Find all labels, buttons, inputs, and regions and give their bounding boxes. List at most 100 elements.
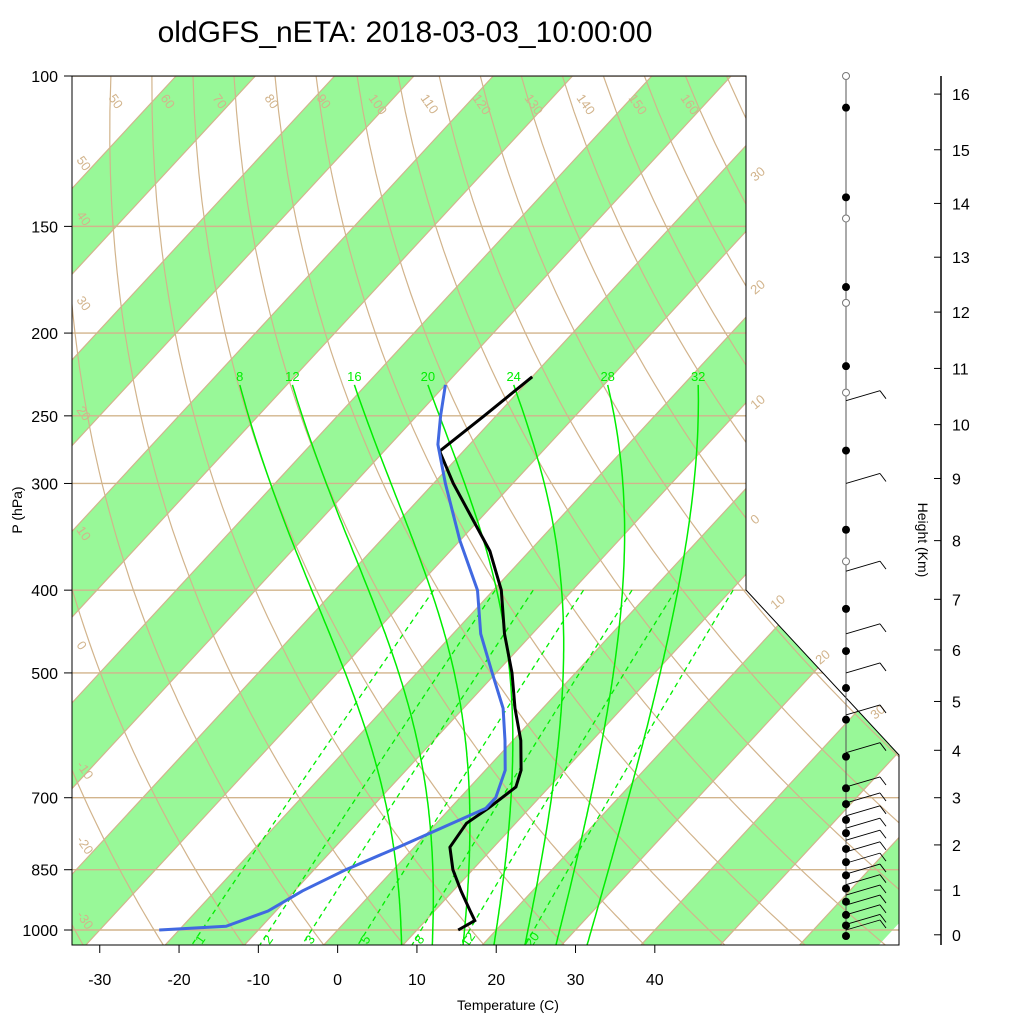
level-filled-marker: [842, 800, 850, 809]
wind-barb: [845, 704, 887, 716]
isotherm-line: [320, 76, 899, 945]
isotherm-label: 10: [74, 523, 95, 543]
wind-barb-shaft: [845, 792, 881, 804]
level-filled-marker: [842, 103, 850, 112]
wind-barb-flag: [879, 852, 887, 862]
adiabat-label: 80: [262, 91, 283, 111]
isotherm-band: [72, 76, 414, 945]
level-open-marker: [842, 72, 850, 80]
wind-barb-shaft: [845, 852, 881, 864]
height-tick-label: 15: [952, 143, 970, 160]
isotherm-line: [72, 76, 811, 945]
adiabat-label: 70: [210, 91, 231, 111]
moist-adiabat-label: 12: [285, 369, 299, 384]
height-tick-label: 10: [952, 418, 970, 435]
moist-adiabat-label: 24: [506, 369, 520, 384]
wind-barb-shaft: [845, 919, 881, 931]
dry-adiabat: [438, 76, 899, 945]
dewpoint-profile: [159, 384, 507, 932]
isotherm-label: 0: [74, 638, 90, 653]
isotherm-line: [72, 76, 336, 945]
dry-adiabat: [397, 76, 899, 945]
wind-barb-shaft: [845, 894, 881, 906]
p-tick-label: 400: [31, 583, 58, 600]
adiabat-label: 60: [158, 91, 179, 111]
height-tick-label: 12: [952, 305, 970, 322]
wind-barb-shaft: [845, 884, 881, 896]
dry-adiabat: [72, 76, 247, 945]
adiabat-label: 50: [106, 91, 127, 111]
dry-adiabat: [151, 76, 488, 945]
p-tick-label: 700: [31, 791, 58, 808]
wind-barb-flag: [879, 894, 887, 904]
isotherm-line: [72, 76, 732, 945]
level-filled-marker: [842, 283, 850, 292]
wind-barb-shaft: [845, 913, 881, 925]
wind-barb: [845, 623, 887, 635]
level-filled-marker: [842, 932, 850, 940]
moist-adiabat-label: 20: [421, 369, 435, 384]
mixing-ratio-line: [355, 589, 585, 945]
plot-frame: [71, 75, 900, 946]
level-filled-marker: [842, 884, 850, 893]
right-isotherm-label: 10: [767, 592, 788, 613]
right-isotherm-label: 20: [747, 277, 768, 298]
wind-barb-flag: [879, 792, 887, 802]
p-tick-label: 200: [31, 326, 58, 343]
wind-barb: [845, 894, 887, 906]
p-tick-label: 1000: [22, 923, 58, 940]
wind-barb-shaft: [845, 623, 881, 635]
wind-barb-flag: [879, 704, 887, 714]
moist-adiabat-label: 28: [600, 369, 614, 384]
wind-barb-flag: [879, 560, 887, 570]
right-isotherm-label: 30: [747, 164, 768, 185]
level-filled-marker: [842, 784, 850, 793]
wind-barb-shaft: [845, 863, 881, 875]
wind-barb-shaft: [845, 841, 881, 853]
x-tick-label: 20: [487, 972, 505, 989]
isotherm-band: [479, 76, 899, 945]
chart-title: oldGFS_nETA: 2018-03-03_10:00:00: [158, 16, 653, 49]
mixing-ratio-label: 12: [458, 929, 479, 949]
adiabat-label: 90: [314, 91, 335, 111]
wind-barb-flag: [879, 919, 887, 929]
wind-barb: [845, 817, 887, 829]
isotherm-line: [72, 76, 256, 945]
wind-barb: [845, 919, 887, 931]
moist-adiabat: [427, 384, 514, 945]
wind-barb: [845, 913, 887, 925]
wind-barb-flag: [879, 829, 887, 839]
level-open-marker: [842, 298, 850, 307]
isotherm-band: [72, 76, 732, 945]
wind-barb-shaft: [845, 704, 881, 716]
y-axis-label: P (hPa): [9, 486, 25, 533]
height-tick-label: 1: [952, 883, 961, 900]
wind-barb-shaft: [845, 874, 881, 886]
wind-barb-flag: [879, 662, 887, 672]
height-tick-label: 2: [952, 838, 961, 855]
wind-barb: [845, 852, 887, 864]
height-tick-label: 6: [952, 643, 961, 660]
x-tick-label: -30: [88, 972, 111, 989]
wind-barb-flag: [879, 776, 887, 786]
height-tick-label: 13: [952, 250, 970, 267]
height-tick-label: 8: [952, 534, 961, 551]
level-open-marker: [842, 214, 850, 223]
mixing-ratio-line: [458, 589, 677, 945]
moist-adiabat: [585, 384, 700, 945]
x-tick-label: 10: [408, 972, 426, 989]
level-filled-marker: [842, 752, 850, 761]
wind-barb-flag: [879, 623, 887, 633]
wind-barb: [845, 792, 887, 804]
dry-adiabat: [0, 76, 4, 948]
isotherm-line: [72, 76, 415, 945]
level-filled-marker: [842, 446, 850, 455]
dry-adiabat: [192, 76, 568, 945]
wind-barb: [845, 829, 887, 841]
x-tick-label: 40: [646, 972, 664, 989]
moist-adiabat: [554, 384, 626, 945]
level-filled-marker: [842, 921, 850, 930]
isotherm-label: 20: [74, 403, 95, 423]
level-filled-marker: [842, 647, 850, 656]
level-filled-marker: [842, 715, 850, 724]
